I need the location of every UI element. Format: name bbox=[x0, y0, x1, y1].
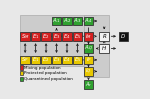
Text: $E_{2}$: $E_{2}$ bbox=[42, 32, 50, 41]
FancyBboxPatch shape bbox=[31, 32, 40, 41]
FancyBboxPatch shape bbox=[52, 56, 61, 64]
Text: $I_{M}$: $I_{M}$ bbox=[85, 32, 92, 41]
FancyBboxPatch shape bbox=[99, 32, 109, 41]
FancyBboxPatch shape bbox=[84, 15, 109, 77]
FancyBboxPatch shape bbox=[73, 56, 82, 64]
Text: $E_{5}$: $E_{5}$ bbox=[74, 55, 81, 64]
Text: $E_{3}$: $E_{3}$ bbox=[53, 55, 60, 64]
FancyBboxPatch shape bbox=[52, 17, 61, 25]
FancyBboxPatch shape bbox=[84, 80, 93, 89]
FancyBboxPatch shape bbox=[20, 71, 23, 75]
Text: $S_{M}$: $S_{M}$ bbox=[21, 32, 30, 41]
FancyBboxPatch shape bbox=[84, 44, 93, 53]
Text: Mixing population: Mixing population bbox=[24, 66, 61, 69]
Text: $E_{4}$: $E_{4}$ bbox=[63, 55, 71, 64]
Text: $E_{2}$: $E_{2}$ bbox=[42, 55, 50, 64]
FancyBboxPatch shape bbox=[84, 17, 93, 25]
FancyBboxPatch shape bbox=[20, 32, 30, 41]
FancyBboxPatch shape bbox=[62, 17, 72, 25]
Text: $D$: $D$ bbox=[120, 32, 126, 40]
FancyBboxPatch shape bbox=[62, 56, 72, 64]
Text: $E_{1}$: $E_{1}$ bbox=[32, 55, 39, 64]
FancyBboxPatch shape bbox=[84, 56, 93, 64]
FancyBboxPatch shape bbox=[84, 67, 93, 76]
FancyBboxPatch shape bbox=[84, 32, 93, 41]
Text: $E_{4}$: $E_{4}$ bbox=[63, 32, 71, 41]
FancyBboxPatch shape bbox=[41, 56, 51, 64]
Text: $A_{4}$: $A_{4}$ bbox=[84, 17, 93, 25]
FancyBboxPatch shape bbox=[20, 15, 96, 66]
Text: $A_{1}$: $A_{1}$ bbox=[52, 17, 61, 25]
FancyBboxPatch shape bbox=[20, 56, 30, 64]
FancyBboxPatch shape bbox=[20, 65, 23, 70]
Text: $A_{3}$: $A_{3}$ bbox=[73, 17, 82, 25]
Text: Quarantined population: Quarantined population bbox=[24, 77, 73, 81]
FancyBboxPatch shape bbox=[73, 17, 82, 25]
FancyBboxPatch shape bbox=[52, 32, 61, 41]
Text: $A_{Q}$: $A_{Q}$ bbox=[84, 44, 93, 53]
Text: $E_{3}$: $E_{3}$ bbox=[53, 32, 60, 41]
Text: Protected population: Protected population bbox=[24, 71, 67, 75]
FancyBboxPatch shape bbox=[20, 77, 23, 81]
FancyBboxPatch shape bbox=[118, 32, 128, 41]
Text: $E_{1}$: $E_{1}$ bbox=[32, 32, 39, 41]
Text: $R$: $R$ bbox=[102, 32, 107, 40]
Text: $E_{5}$: $E_{5}$ bbox=[74, 32, 81, 41]
FancyBboxPatch shape bbox=[41, 32, 51, 41]
Text: $S_{P}$: $S_{P}$ bbox=[21, 55, 29, 64]
FancyBboxPatch shape bbox=[99, 44, 109, 53]
FancyBboxPatch shape bbox=[31, 56, 40, 64]
Text: $H$: $H$ bbox=[101, 44, 107, 52]
Text: $A_{2}$: $A_{2}$ bbox=[63, 17, 71, 25]
Text: $I_{P}$: $I_{P}$ bbox=[85, 55, 91, 64]
FancyBboxPatch shape bbox=[73, 32, 82, 41]
FancyBboxPatch shape bbox=[62, 32, 72, 41]
Text: $A_{r}$: $A_{r}$ bbox=[85, 80, 92, 89]
Text: $I_{Q}$: $I_{Q}$ bbox=[85, 67, 92, 76]
